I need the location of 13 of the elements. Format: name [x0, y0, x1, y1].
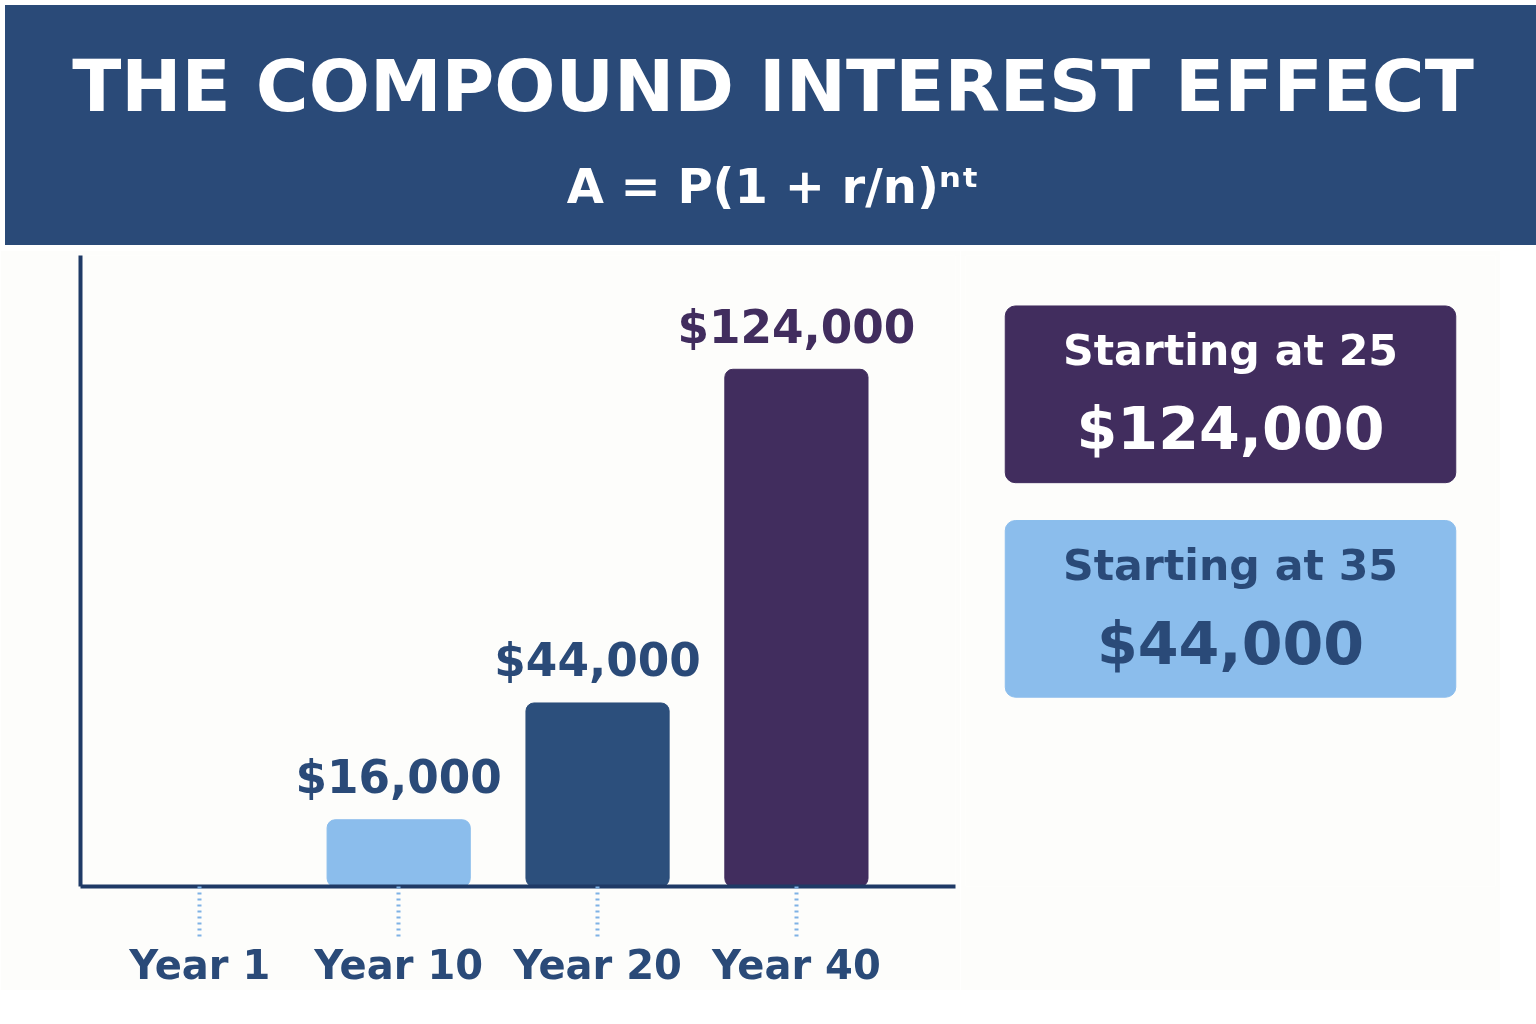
text: $124,000: [1076, 395, 1385, 464]
data-label: $124,000: [677, 300, 916, 354]
text: $44,000: [1096, 609, 1365, 678]
x-tick-label: Year 40: [711, 941, 881, 988]
data-label: $16,000: [295, 751, 502, 805]
x-tick-label: Year 1: [128, 941, 271, 988]
data-label: $44,000: [494, 634, 701, 688]
chart-subtitle: A = P(1 + r/n)ⁿᵗ: [565, 156, 981, 216]
chart-title: THE COMPOUND INTEREST EFFECT: [71, 43, 1475, 130]
text: Starting at 35: [1062, 539, 1399, 590]
x-tick-label: Year 10: [313, 941, 484, 988]
text: Starting at 25: [1062, 325, 1399, 376]
x-tick-label: Year 20: [512, 941, 682, 988]
